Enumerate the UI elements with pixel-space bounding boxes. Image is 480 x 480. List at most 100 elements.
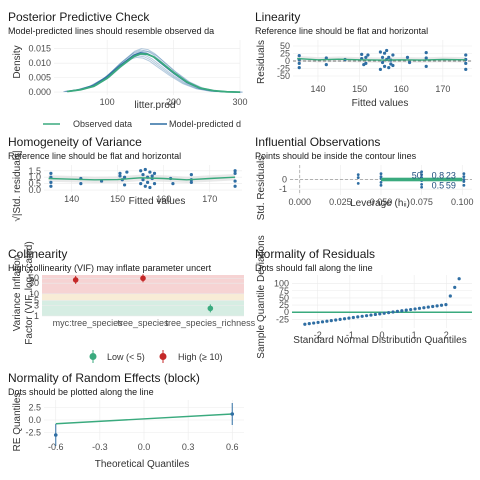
- y-tick-label: -1: [279, 184, 287, 194]
- influential-panel: Influential Observations Points should b…: [255, 135, 474, 220]
- legend-observed-label: Observed data: [73, 119, 132, 129]
- leverage-point: [379, 175, 383, 179]
- leverage-point: [420, 173, 424, 177]
- x-tick-label: 0.3: [182, 442, 195, 452]
- y-tick-label: 10: [29, 289, 39, 299]
- x-tick-label: 150: [352, 84, 367, 94]
- normality-panel: Normality of Residuals Dots should fall …: [255, 235, 472, 359]
- residual-point: [366, 53, 370, 57]
- residual-point: [424, 64, 428, 68]
- residual-point: [364, 61, 368, 65]
- leverage-point: [356, 173, 360, 177]
- random-effects-panel: Normality of Random Effects (block) Dots…: [8, 371, 244, 470]
- y-tick-label: 0.5: [28, 179, 41, 189]
- x-tick-label: 1: [412, 330, 417, 340]
- scale-location-point: [189, 180, 193, 184]
- y-tick-label: -25: [276, 314, 289, 324]
- x-tick-label: 200: [166, 97, 181, 107]
- scale-location-point: [148, 185, 152, 190]
- random-effects-xlabel: Theoretical Quantiles: [95, 459, 190, 470]
- scale-location-point: [150, 174, 154, 178]
- qq-point: [417, 306, 422, 310]
- x-tick-label: 0.100: [451, 197, 474, 207]
- x-tick-label: 0.000: [288, 197, 311, 207]
- moderate-vif-zone: [42, 293, 244, 301]
- y-tick-label: 100: [274, 279, 289, 289]
- re-point: [53, 433, 58, 437]
- qq-point: [391, 310, 395, 314]
- y-tick-label: 2.5: [28, 403, 41, 413]
- leverage-point: [462, 180, 466, 183]
- qq-point: [373, 312, 377, 317]
- random-effects-ylabel: RE Quantiles: [12, 393, 23, 452]
- homogeneity-subtitle: Reference line should be flat and horizo…: [8, 151, 181, 161]
- x-tick-label: 300: [232, 97, 247, 107]
- x-tick-label: 100: [100, 97, 115, 107]
- x-tick-label: -1: [346, 330, 354, 340]
- residual-point: [324, 56, 328, 60]
- residual-point: [382, 64, 387, 68]
- point-label: 0.8: [432, 171, 445, 181]
- scale-location-point: [125, 170, 129, 174]
- scale-location-point: [118, 171, 122, 175]
- scale-location-point: [143, 167, 147, 172]
- y-tick-label: 50: [280, 41, 290, 51]
- leverage-point: [420, 185, 424, 189]
- legend-high-label: High (≥ 10): [178, 352, 222, 362]
- scale-location-point: [143, 184, 147, 188]
- y-tick-label: 75: [279, 286, 289, 296]
- homogeneity-ylabel: √|Std. residuals|: [11, 150, 23, 221]
- y-tick-label: -25: [277, 64, 290, 74]
- collinearity-panel: Collinearity High collinearity (VIF) may…: [8, 241, 256, 363]
- point-label: 0.5: [432, 180, 445, 190]
- qq-point: [312, 321, 316, 325]
- scale-location-point: [139, 169, 143, 173]
- scale-location-point: [49, 184, 53, 188]
- residual-point: [297, 66, 301, 70]
- qq-point: [426, 305, 430, 309]
- scale-location-point: [49, 180, 53, 184]
- qq-point: [378, 312, 382, 316]
- loess-smooth-line: [297, 57, 466, 61]
- y-tick-label: 50: [279, 293, 289, 303]
- x-tick-label: -2: [314, 330, 322, 340]
- qq-point: [448, 294, 452, 298]
- leverage-point: [356, 181, 360, 185]
- y-tick-label: 3: [34, 300, 39, 310]
- x-tick-label: tree_species_richness: [166, 318, 256, 328]
- qq-point: [334, 318, 338, 322]
- scale-location-point: [152, 171, 157, 175]
- vif-point: [140, 275, 146, 282]
- influential-plot-area: 0.000 0.025 0.050 0.075 0.100 0-1 50 0.8 230.5 59: [279, 165, 474, 207]
- qq-point: [307, 322, 311, 326]
- leverage-point: [462, 178, 466, 181]
- x-tick-label: -0.3: [92, 442, 108, 452]
- collinearity-legend: Low (< 5) High (≥ 10): [89, 350, 222, 363]
- x-tick-label: -0.6: [48, 442, 64, 452]
- scale-location-point: [152, 182, 157, 186]
- x-tick-label: 0.050: [370, 197, 393, 207]
- qq-point: [356, 315, 360, 319]
- scale-location-point: [171, 182, 175, 186]
- collinearity-ylabel-line2: Factor (VIF, log-scaled): [24, 241, 35, 344]
- collinearity-ylabel-line1: Variance Inflation: [12, 255, 23, 332]
- normality-title: Normality of Residuals: [255, 247, 375, 261]
- normality-subtitle: Dots should fall along the line: [255, 263, 373, 273]
- scale-location-point: [49, 171, 53, 175]
- scale-location-point: [233, 169, 237, 173]
- residual-point: [464, 61, 468, 65]
- ppc-xlabel: litter.prod: [134, 100, 175, 111]
- linearity-xlabel: Fitted values: [352, 98, 409, 109]
- ppc-plot-area: 100 200 300 0.000 0.005 0.010 0.015: [28, 40, 248, 107]
- qq-point: [400, 309, 404, 313]
- qq-point: [413, 307, 417, 311]
- qq-point: [431, 304, 435, 309]
- y-tick-label: 0: [284, 307, 289, 317]
- linearity-subtitle: Reference line should be flat and horizo…: [255, 26, 428, 36]
- x-tick-label: 2: [444, 330, 449, 340]
- qq-point: [351, 315, 355, 320]
- residual-point: [378, 67, 383, 71]
- scale-location-point: [233, 184, 237, 188]
- leverage-point: [462, 175, 466, 179]
